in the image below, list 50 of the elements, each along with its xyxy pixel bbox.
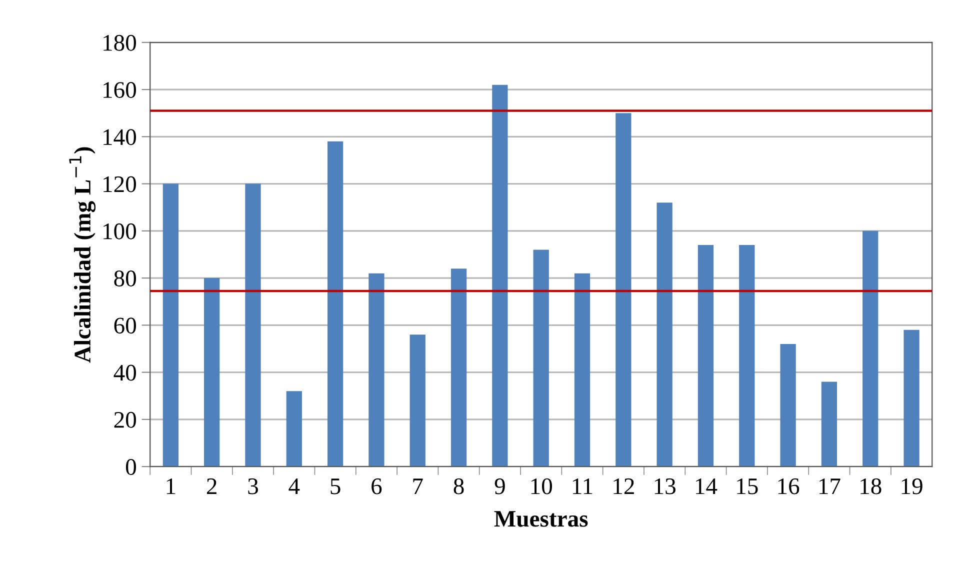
bar xyxy=(450,268,467,467)
x-tick-label: 17 xyxy=(819,478,840,494)
y-tick-label: 40 xyxy=(114,364,136,381)
x-tick-label: 4 xyxy=(288,478,300,494)
x-tick-label: 14 xyxy=(696,478,718,494)
y-tick-label: 60 xyxy=(114,318,136,334)
x-tick-label: 5 xyxy=(330,478,340,494)
x-tick-label: 7 xyxy=(413,478,423,494)
bar xyxy=(410,334,426,467)
bar xyxy=(368,273,384,467)
x-tick-label: 18 xyxy=(860,478,882,494)
y-tick-label: 80 xyxy=(114,270,136,286)
bar xyxy=(162,184,178,467)
x-tick-label: 3 xyxy=(248,478,258,494)
bar xyxy=(533,250,549,467)
x-tick-label: 9 xyxy=(494,478,505,494)
y-tick-label: 160 xyxy=(104,82,136,98)
bar xyxy=(204,278,220,467)
y-tick-label: 0 xyxy=(126,459,136,475)
x-tick-label: 2 xyxy=(206,478,216,494)
bar xyxy=(245,184,261,467)
bar xyxy=(286,391,302,467)
y-tick-label: 180 xyxy=(104,34,136,51)
y-tick-label: 20 xyxy=(114,412,136,428)
x-tick-label: 12 xyxy=(614,478,634,494)
y-tick-label: 120 xyxy=(104,176,136,192)
bar xyxy=(327,141,344,467)
x-tick-label: 8 xyxy=(454,478,464,494)
x-tick-label: 1 xyxy=(166,478,176,494)
x-tick-label: 13 xyxy=(654,478,676,494)
bar xyxy=(698,245,714,467)
x-tick-label: 6 xyxy=(372,478,382,494)
bar xyxy=(821,382,838,467)
y-tick-label: 100 xyxy=(104,223,136,240)
x-tick-label: 19 xyxy=(902,478,922,494)
bar xyxy=(862,230,878,467)
bar xyxy=(574,273,590,467)
bar xyxy=(656,202,672,467)
x-tick-label: 11 xyxy=(572,478,592,494)
x-tick-label: 10 xyxy=(531,478,552,494)
bar xyxy=(616,113,632,467)
bar xyxy=(780,344,796,467)
bar xyxy=(492,84,508,467)
x-tick-label: 16 xyxy=(778,478,800,494)
bar xyxy=(904,330,920,467)
x-axis-title: Muestras xyxy=(494,511,588,527)
x-tick-label: 15 xyxy=(737,478,758,494)
bar xyxy=(739,245,755,467)
y-tick-label: 140 xyxy=(104,129,136,146)
y-axis-title: Alcalinidad (mg L$^{−1}$) xyxy=(69,147,96,363)
